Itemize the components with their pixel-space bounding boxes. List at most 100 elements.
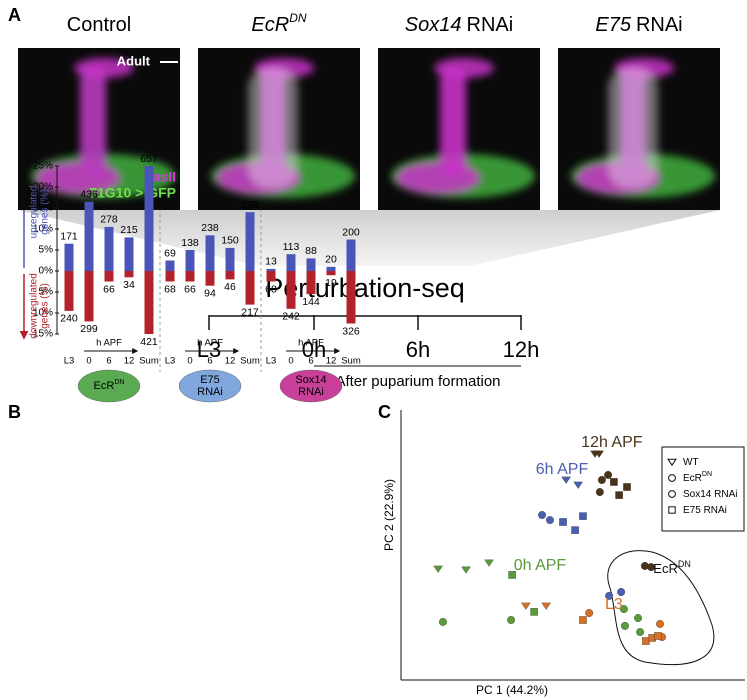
pca-axes <box>400 410 745 681</box>
point <box>615 491 623 499</box>
micrograph <box>198 48 360 210</box>
blobs <box>391 58 535 198</box>
point <box>610 478 618 486</box>
overlay <box>248 68 298 188</box>
x-tick-label: 0 <box>187 356 192 367</box>
x-tick-label: 12 <box>225 356 236 367</box>
legend-marker <box>668 474 676 482</box>
legend-sup: DN <box>702 471 712 478</box>
y-tick-label: 20% <box>33 182 53 193</box>
point <box>559 518 567 526</box>
point <box>438 617 447 626</box>
count-label: 19 <box>325 277 337 289</box>
bar-up <box>104 226 114 271</box>
panel-label: B <box>8 402 21 422</box>
annotation-text: 12h APF <box>581 434 643 451</box>
group-separators <box>159 160 262 372</box>
bar-up <box>225 247 235 271</box>
bar-down <box>124 271 134 278</box>
group-name: EcRDN <box>94 379 125 392</box>
legend-text: Sox14 RNAi <box>683 489 737 500</box>
bar-up <box>84 201 94 271</box>
group-name: E75 <box>200 374 220 386</box>
x-tick-label: 12 <box>124 356 135 367</box>
image-title: EcRDN <box>251 11 306 36</box>
bar-down <box>266 271 276 282</box>
panel-label: C <box>378 402 391 422</box>
image-title: Sox14 RNAi <box>405 14 513 36</box>
count-label: 88 <box>305 245 317 257</box>
count-label: 171 <box>60 230 78 242</box>
micrograph <box>558 48 720 210</box>
point <box>617 588 626 596</box>
bar-up <box>286 254 296 271</box>
timepoint: 0h <box>302 337 326 362</box>
y-axis-label: genes (%) <box>40 189 51 235</box>
bar-down <box>64 271 74 311</box>
timepoint: L3 <box>197 337 221 362</box>
legend-label: WT <box>683 457 699 468</box>
stalk <box>440 66 466 176</box>
micrograph <box>378 48 540 210</box>
point <box>507 616 516 624</box>
point <box>585 609 594 617</box>
title-part: Sox14 <box>405 14 462 36</box>
bar-up <box>185 250 195 271</box>
point <box>634 614 642 623</box>
annotation: 12h APF <box>581 434 643 451</box>
legend-text: E75 RNAi <box>683 505 727 516</box>
bar-down <box>306 271 316 295</box>
count-label: 200 <box>342 226 360 238</box>
x-axis-label: h APF <box>298 338 324 349</box>
point <box>508 571 516 579</box>
group-name-part: Sox14 <box>295 374 326 386</box>
point <box>573 481 583 489</box>
title-part: E75 <box>595 14 631 36</box>
annotation: L3 <box>605 596 623 613</box>
point <box>604 470 613 479</box>
x-axis-label: h APF <box>197 338 223 349</box>
bar-up <box>205 235 215 271</box>
count-label: 421 <box>140 336 158 348</box>
x-tick-label: 6 <box>207 356 212 367</box>
point <box>656 619 665 628</box>
legend-marker <box>667 458 677 467</box>
point <box>594 450 604 458</box>
y-tick-label: 10% <box>33 224 53 235</box>
group-name-part: RNAi <box>197 386 223 398</box>
point <box>619 605 628 614</box>
point <box>484 559 494 567</box>
count-label: 378 <box>241 199 259 211</box>
bar-down <box>326 271 336 276</box>
count-label: 150 <box>221 235 239 247</box>
x-tick-label: 0 <box>288 356 293 367</box>
annotation: 6h APF <box>536 461 589 478</box>
x-tick-label: Sum <box>341 356 361 367</box>
annotation-text: 0h APF <box>514 557 567 574</box>
count-label: 46 <box>224 281 236 293</box>
bar-down <box>286 271 296 309</box>
bar-up <box>124 237 134 271</box>
group-name-part: RNAi <box>298 386 324 398</box>
annotation-text: EcR <box>653 561 678 576</box>
x-tick-label: Sum <box>240 356 260 367</box>
method-title: Perturbation-seq <box>265 273 465 303</box>
bar-up <box>326 266 336 271</box>
bar-down <box>165 271 175 282</box>
point <box>579 512 587 520</box>
count-label: 66 <box>103 283 115 295</box>
bar-up <box>144 166 154 271</box>
bar-up <box>165 260 175 271</box>
fan-shape <box>18 210 720 266</box>
point <box>623 483 631 491</box>
bar-up <box>346 239 356 271</box>
count-label: 326 <box>342 325 360 337</box>
group-name-sup: DN <box>114 379 124 386</box>
count-label: 215 <box>120 224 138 236</box>
point <box>561 476 571 484</box>
annotation-sup: DN <box>678 559 691 569</box>
legend-label: Sox14 RNAi <box>683 489 737 500</box>
point <box>605 591 614 600</box>
point <box>571 526 579 534</box>
